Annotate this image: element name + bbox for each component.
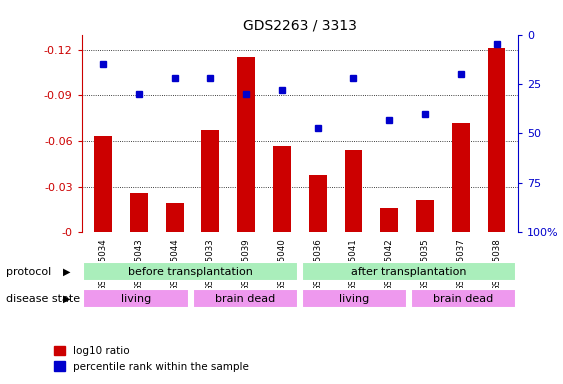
Text: brain dead: brain dead — [434, 293, 494, 304]
Text: disease state: disease state — [6, 293, 80, 304]
Bar — [345, 150, 363, 232]
Bar — [94, 136, 112, 232]
Text: after transplantation: after transplantation — [351, 266, 467, 277]
Bar — [130, 193, 148, 232]
Text: ▶: ▶ — [62, 293, 70, 304]
Text: protocol: protocol — [6, 266, 51, 277]
Bar — [166, 204, 184, 232]
Bar — [193, 289, 298, 308]
Bar — [302, 289, 407, 308]
Text: living: living — [121, 293, 151, 304]
Bar — [202, 131, 220, 232]
Title: GDS2263 / 3313: GDS2263 / 3313 — [243, 18, 357, 32]
Text: brain dead: brain dead — [215, 293, 275, 304]
Bar — [410, 289, 516, 308]
Text: before transplantation: before transplantation — [128, 266, 253, 277]
Bar — [83, 262, 298, 281]
Bar — [380, 208, 398, 232]
Bar — [302, 262, 516, 281]
Bar — [416, 200, 434, 232]
Legend: log10 ratio, percentile rank within the sample: log10 ratio, percentile rank within the … — [50, 342, 253, 376]
Text: living: living — [339, 293, 369, 304]
Bar — [452, 123, 470, 232]
Text: ▶: ▶ — [62, 266, 70, 277]
Bar — [273, 146, 291, 232]
Bar — [237, 57, 255, 232]
Bar — [83, 289, 189, 308]
Bar — [309, 174, 327, 232]
Bar — [488, 48, 506, 232]
